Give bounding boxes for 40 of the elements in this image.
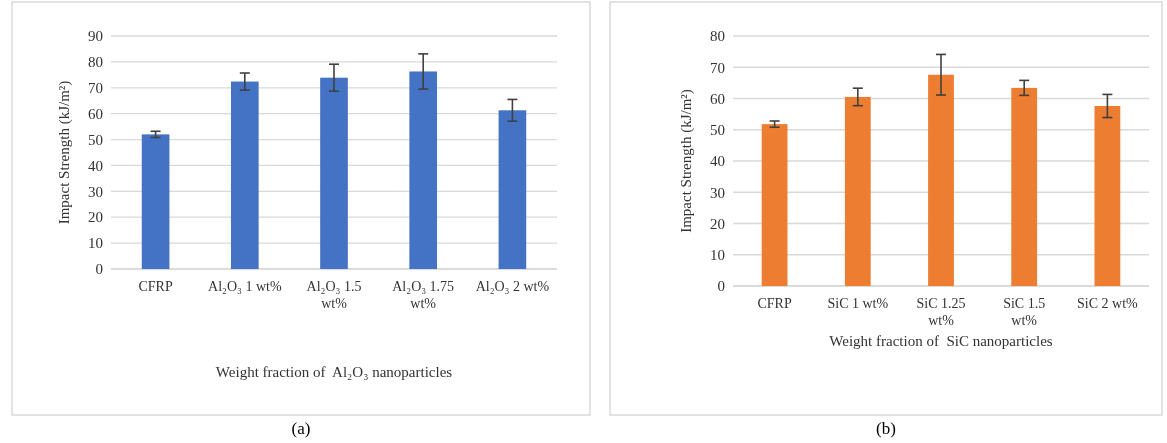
y-tick-label: 50 [710,122,725,138]
y-tick-label: 40 [710,153,725,170]
x-axis-title: Weight fraction of Al₂O₃ nanoparticles [215,364,453,380]
y-tick-label: 10 [710,247,725,263]
x-tick-label: SiC 1.25 wt% [916,296,966,328]
bar [409,71,438,269]
bar [141,134,170,269]
y-tick-label: 30 [710,184,725,201]
bar [498,110,527,269]
y-tick-label: 30 [88,183,103,200]
y-tick-label: 70 [710,59,725,76]
y-axis-title: Impact Strength (kJ/m²) [678,89,695,233]
y-tick-label: 10 [88,235,103,252]
y-tick-label: 60 [710,90,725,107]
y-tick-label: 80 [88,54,103,71]
x-tick-label: SiC 2 wt% [1077,296,1139,311]
y-tick-label: 20 [88,209,103,226]
x-axis-title: Weight fraction of SiC nanoparticles [829,333,1053,349]
y-axis-title: Impact Strength (kJ/m²) [56,80,73,225]
y-tick-label: 0 [95,261,103,278]
x-tick-label: SiC 1 wt% [827,296,889,311]
bar [320,77,348,269]
x-tick-label: SiC 1.5 wt% [1003,296,1046,328]
y-tick-label: 60 [88,105,103,122]
y-tick-label: 40 [88,157,103,174]
x-tick-label: CFRP [757,296,792,311]
text: (a) [291,419,311,438]
text: (b) [876,419,896,438]
y-tick-label: 90 [88,28,103,45]
x-tick-label: Al₂O₃ 1 wt% [208,279,282,294]
x-tick-label: Al₂O₃ 1.75 wt% [392,279,455,311]
x-tick-label: Al₂O₃ 1.5 wt% [306,279,362,311]
x-tick-label: CFRP [138,279,173,294]
x-tick-label: Al₂O₃ 2 wt% [475,279,550,294]
bar [230,81,259,269]
y-tick-label: 20 [710,215,725,232]
y-tick-label: 50 [88,131,103,148]
y-tick-label: 80 [710,28,725,45]
y-tick-label: 70 [88,80,103,97]
y-tick-label: 0 [717,278,725,295]
